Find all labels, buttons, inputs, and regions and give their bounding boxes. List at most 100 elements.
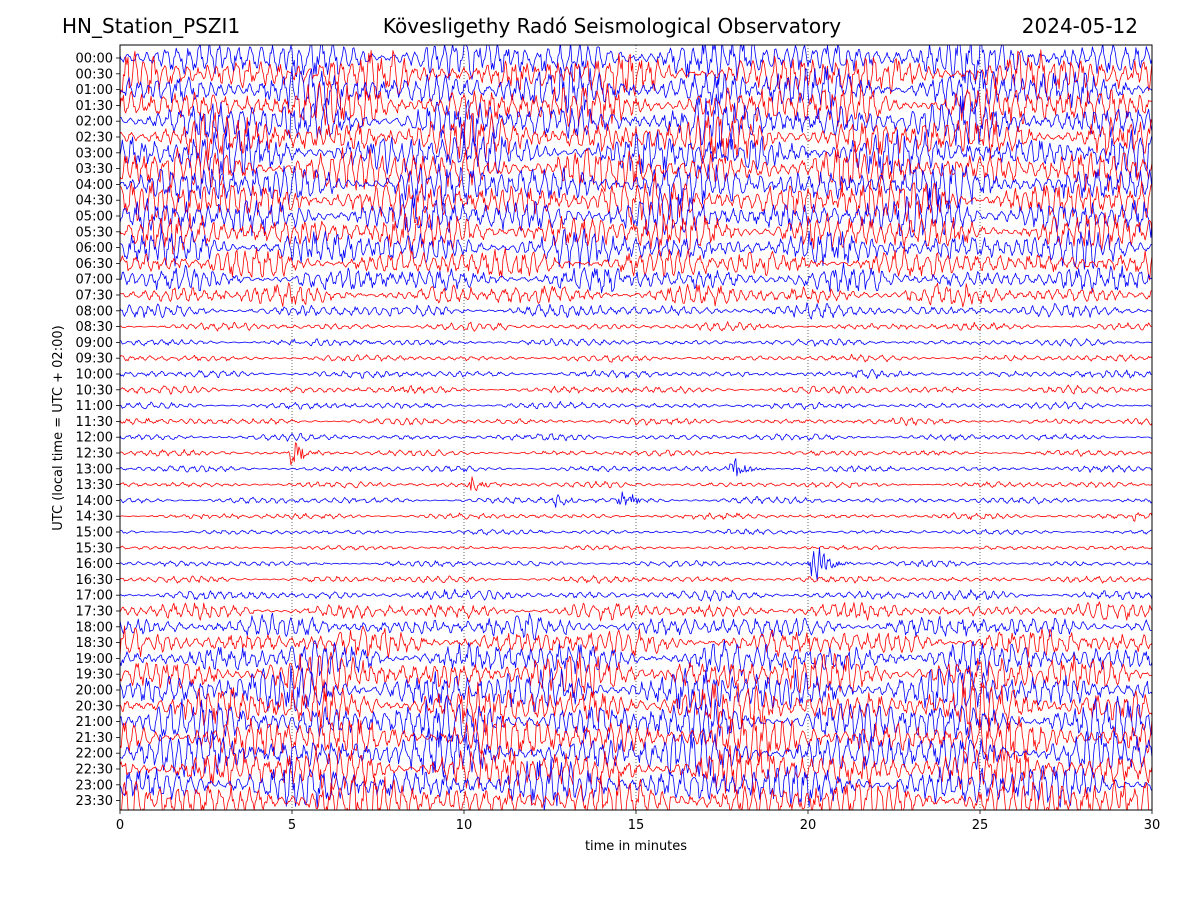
trace-0430 [120,172,1152,226]
station-name: HN_Station_PSZI1 [62,14,241,38]
trace-2200 [120,727,1152,778]
trace-2030 [120,681,1152,734]
y-tick-label: 21:00 [76,715,113,730]
y-tick-label: 01:00 [76,83,113,98]
y-tick-label: 06:00 [76,241,113,256]
trace-0130 [120,81,1152,130]
trace-1530 [120,544,1152,551]
y-tick-label: 19:00 [76,652,113,667]
trace-1000 [120,368,1152,380]
trace-0200 [120,93,1152,147]
trace-1930 [120,651,1152,699]
y-tick-label: 20:30 [76,699,113,714]
trace-0300 [120,128,1152,179]
trace-0330 [120,140,1152,193]
trace-0100 [120,63,1152,114]
trace-1730 [120,601,1152,622]
y-tick-label: 14:00 [76,494,113,509]
y-tick-label: 19:30 [76,668,113,683]
y-tick-label: 17:30 [76,605,113,620]
trace-0900 [120,337,1152,347]
trace-1130 [120,417,1152,427]
y-tick-label: 03:30 [76,162,113,177]
trace-group [120,45,1152,810]
trace-0530 [120,212,1152,255]
x-tick-label: 20 [800,818,817,833]
trace-0830 [120,321,1152,332]
x-tick-label: 5 [288,818,296,833]
trace-0700 [120,262,1152,294]
x-tick-label: 30 [1144,818,1161,833]
y-tick-label: 03:00 [76,146,113,161]
trace-0630 [120,246,1152,281]
y-tick-label: 02:30 [76,131,113,146]
y-tick-label: 14:30 [76,510,113,525]
trace-1800 [120,612,1152,641]
trace-1330 [120,476,1152,492]
y-tick-label: 23:00 [76,778,113,793]
trace-1630 [120,575,1152,584]
y-tick-label: 22:00 [76,747,113,762]
y-tick-label: 00:30 [76,67,113,82]
trace-0230 [120,112,1152,164]
trace-1900 [120,639,1152,677]
trace-1400 [120,491,1152,508]
y-tick-label: 18:30 [76,636,113,651]
y-tick-label: 08:30 [76,320,113,335]
y-tick-label: 16:30 [76,573,113,588]
trace-1430 [120,512,1152,522]
y-axis-label: UTC (local time = UTC + 02:00) [51,325,66,530]
trace-0400 [120,162,1152,212]
trace-0800 [120,302,1152,320]
trace-1100 [120,400,1152,411]
trace-0000 [120,45,1152,85]
plot-frame [119,44,1153,811]
trace-0500 [120,190,1152,238]
y-tick-label: 17:00 [76,589,113,604]
trace-1300 [120,458,1152,477]
x-tick-label: 25 [972,818,989,833]
x-tick-label: 10 [456,818,473,833]
trace-0930 [120,353,1152,363]
y-tick-label: 00:00 [76,52,113,67]
y-tick-label: 11:00 [76,399,113,414]
y-tick-label: 13:00 [76,462,113,477]
trace-1700 [120,588,1152,602]
y-tick-label: 02:00 [76,115,113,130]
y-tick-label: 09:00 [76,336,113,351]
y-tick-label: 11:30 [76,415,113,430]
y-tick-label: 10:00 [76,368,113,383]
y-tick-label: 18:00 [76,620,113,635]
y-tick-label: 20:00 [76,684,113,699]
y-tick-label: 12:00 [76,431,113,446]
y-tick-label: 06:30 [76,257,113,272]
x-axis-label: time in minutes [585,839,687,854]
trace-2000 [120,665,1152,714]
x-tick-label: 0 [116,818,124,833]
y-tick-label: 09:30 [76,352,113,367]
trace-1600 [120,547,1152,581]
trace-1830 [120,625,1152,659]
y-tick-label: 12:30 [76,447,113,462]
y-tick-label: 05:30 [76,225,113,240]
y-tick-label: 07:00 [76,273,113,288]
trace-2330 [121,773,1150,810]
trace-2300 [120,758,1152,810]
y-tick-label: 13:30 [76,478,113,493]
y-tick-label: 01:30 [76,99,113,114]
record-date: 2024-05-12 [1021,14,1138,38]
y-tick-label: 23:30 [76,794,113,809]
trace-0730 [120,282,1152,308]
y-tick-label: 10:30 [76,383,113,398]
observatory-title: Kövesligethy Radó Seismological Observat… [382,14,842,38]
trace-1200 [120,432,1152,442]
y-tick-label: 21:30 [76,731,113,746]
y-tick-label: 07:30 [76,289,113,304]
trace-1030 [120,384,1152,395]
trace-1230 [120,442,1152,466]
y-tick-label: 15:00 [76,526,113,541]
trace-1500 [120,528,1152,536]
y-tick-label: 08:00 [76,304,113,319]
x-tick-label: 15 [628,818,645,833]
